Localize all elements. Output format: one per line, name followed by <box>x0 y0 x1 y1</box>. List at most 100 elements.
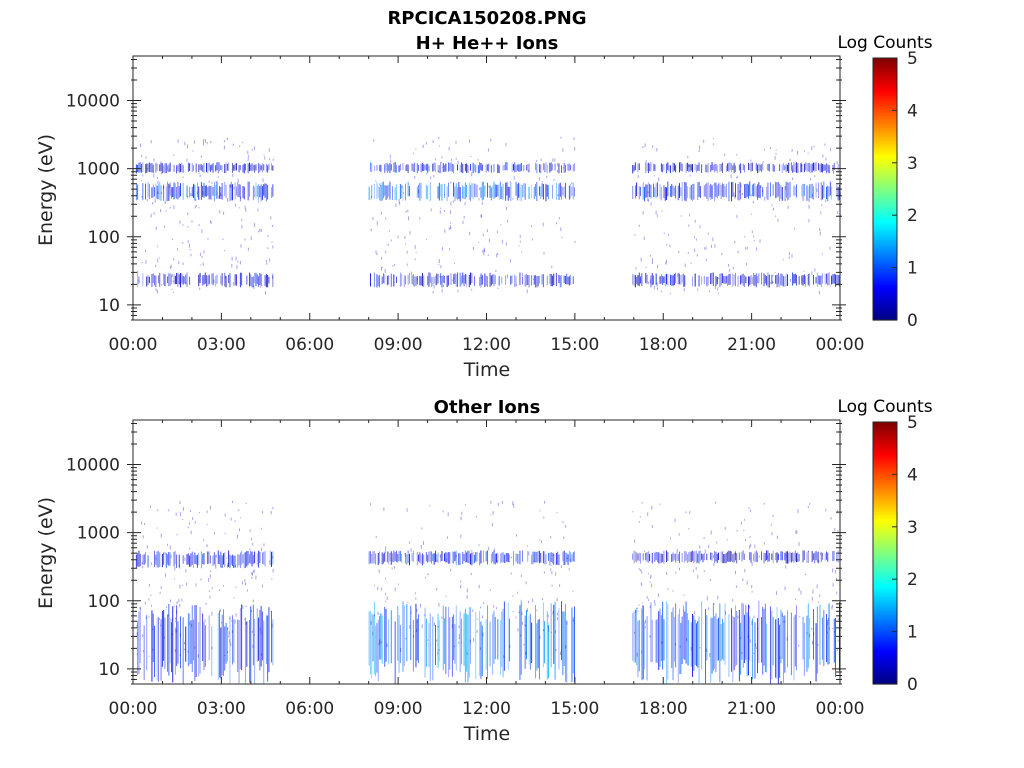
spectrogram-speckle <box>261 584 263 588</box>
colorbar-swatch <box>873 276 897 280</box>
spectrogram-streak <box>155 554 157 565</box>
spectrogram-streak <box>432 163 434 172</box>
spectrogram-streak <box>546 165 548 173</box>
spectrogram-speckle <box>226 137 228 140</box>
spectrogram-streak <box>729 550 731 562</box>
spectrogram-streak <box>432 553 434 561</box>
spectrogram-streak <box>715 164 717 171</box>
spectrogram-streak <box>386 275 388 286</box>
spectrogram-streak <box>675 165 677 173</box>
spectrogram-streak <box>193 183 194 199</box>
spectrogram-speckle <box>573 137 575 140</box>
spectrogram-speckle <box>167 543 169 546</box>
colorbar-swatch <box>873 171 897 175</box>
spectrogram-streak <box>255 164 257 171</box>
spectrogram-streak <box>479 552 481 566</box>
spectrogram-streak <box>777 182 779 197</box>
spectrogram-streak <box>380 164 382 172</box>
spectrogram-speckle <box>741 522 742 525</box>
spectrogram-streak <box>423 164 425 172</box>
spectrogram-speckle <box>777 218 779 222</box>
colorbar-swatch <box>873 480 897 484</box>
spectrogram-speckle <box>219 210 221 214</box>
spectrogram-speckle <box>699 145 701 150</box>
spectrogram-streak <box>169 618 171 664</box>
spectrogram-streak <box>794 614 796 667</box>
spectrogram-speckle <box>771 204 773 207</box>
spectrogram-speckle <box>821 253 823 255</box>
spectrogram-speckle <box>190 253 192 257</box>
colorbar-tick-label: 1 <box>907 259 918 279</box>
spectrogram-speckle <box>668 233 670 236</box>
spectrogram-speckle <box>521 611 523 615</box>
spectrogram-speckle <box>777 535 778 539</box>
spectrogram-streak <box>479 276 481 287</box>
spectrogram-streak <box>783 276 784 287</box>
spectrogram-speckle <box>436 588 438 591</box>
spectrogram-speckle <box>507 274 508 279</box>
colorbar-swatch <box>873 103 897 107</box>
colorbar-swatch <box>873 681 897 685</box>
spectrogram-streak <box>723 184 725 198</box>
spectrogram-streak <box>370 273 371 287</box>
spectrogram-speckle <box>762 161 764 163</box>
spectrogram-streak <box>211 626 213 676</box>
spectrogram-streak <box>731 182 732 202</box>
spectrogram-speckle <box>546 175 548 179</box>
colorbar-swatch <box>873 145 897 149</box>
spectrogram-streak <box>411 553 413 561</box>
colorbar-swatch <box>873 631 897 635</box>
spectrogram-speckle <box>817 644 819 646</box>
spectrogram-streak <box>688 552 690 562</box>
spectrogram-streak <box>811 183 813 199</box>
spectrogram-streak <box>837 275 839 286</box>
spectrogram-speckle <box>148 655 150 657</box>
colorbar-swatch <box>873 241 897 245</box>
spectrogram-speckle <box>663 232 665 235</box>
spectrogram-streak <box>519 272 521 285</box>
spectrogram-speckle <box>251 630 253 633</box>
spectrogram-streak <box>396 276 397 283</box>
spectrogram-speckle <box>803 150 805 153</box>
spectrogram-speckle <box>559 198 561 200</box>
spectrogram-streak <box>807 186 809 201</box>
y-tick-label: 10000 <box>66 92 120 112</box>
spectrogram-streak <box>686 613 688 666</box>
spectrogram-streak <box>663 619 665 661</box>
spectrogram-speckle <box>247 247 249 251</box>
colorbar-swatch <box>873 553 897 556</box>
spectrogram-streak <box>794 550 796 562</box>
spectrogram-streak <box>190 553 192 567</box>
spectrogram-speckle <box>766 555 768 559</box>
spectrogram-speckle <box>136 653 138 655</box>
spectrogram-speckle <box>271 578 273 580</box>
spectrogram-streak <box>368 611 370 666</box>
spectrogram-speckle <box>453 645 455 647</box>
spectrogram-streak <box>420 163 422 173</box>
spectrogram-streak <box>833 550 835 561</box>
spectrogram-streak <box>775 552 777 561</box>
spectrogram-streak <box>650 275 652 288</box>
spectrogram-speckle <box>771 532 773 536</box>
colorbar-swatch <box>873 474 897 478</box>
spectrogram-speckle <box>179 282 181 286</box>
spectrogram-streak <box>212 555 214 567</box>
colorbar-swatch <box>873 561 897 565</box>
spectrogram-streak <box>207 551 209 564</box>
spectrogram-speckle <box>527 608 528 612</box>
spectrogram-streak <box>745 604 747 660</box>
spectrogram-speckle <box>208 590 210 592</box>
spectrogram-speckle <box>836 648 838 651</box>
spectrogram-speckle <box>740 184 742 188</box>
spectrogram-speckle <box>259 228 261 232</box>
spectrogram-streak <box>536 182 538 201</box>
spectrogram-speckle <box>198 224 200 226</box>
spectrogram-streak <box>180 183 181 197</box>
spectrogram-streak <box>182 276 184 285</box>
spectrogram-streak <box>670 165 671 173</box>
spectrogram-streak <box>254 186 256 197</box>
spectrogram-streak <box>783 616 784 683</box>
colorbar-swatch <box>873 92 897 96</box>
colorbar-swatch <box>873 164 897 168</box>
